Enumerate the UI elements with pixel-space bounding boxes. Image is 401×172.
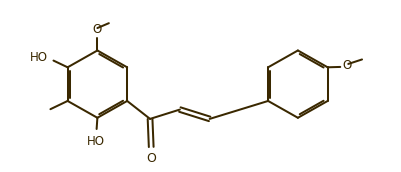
Text: HO: HO [87, 135, 105, 148]
Text: O: O [342, 58, 351, 72]
Text: HO: HO [29, 51, 47, 64]
Text: O: O [146, 152, 156, 165]
Text: O: O [93, 23, 102, 36]
